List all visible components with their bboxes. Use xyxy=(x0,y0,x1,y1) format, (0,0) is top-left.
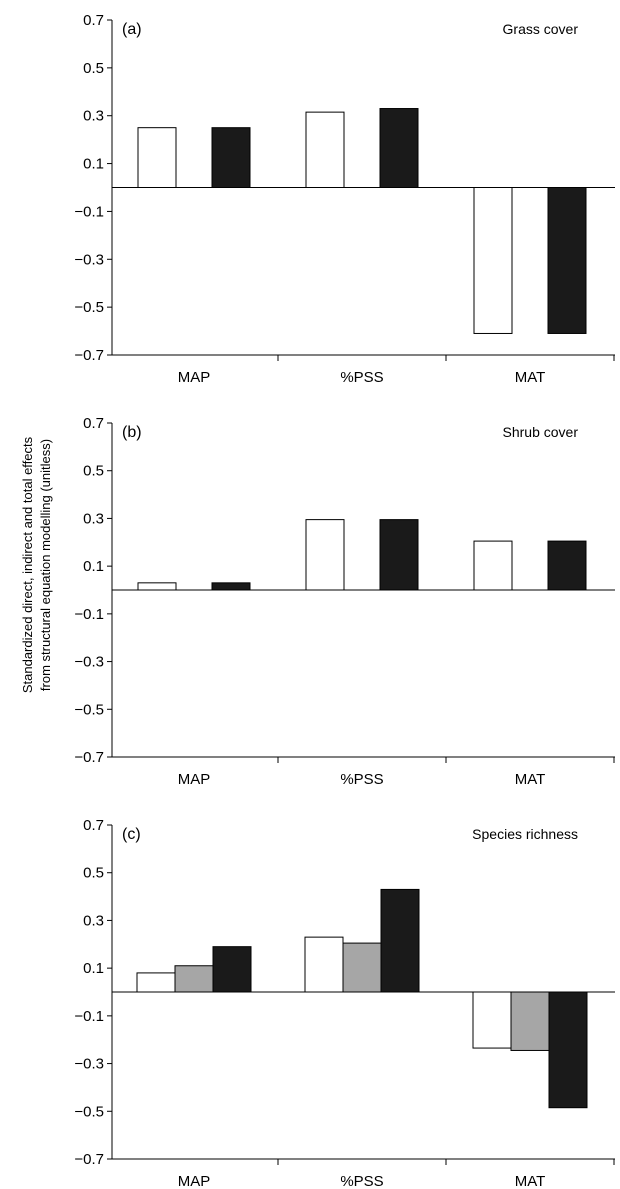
bar-direct xyxy=(136,972,176,993)
bar-total xyxy=(211,127,251,189)
y-tick-label: 0.7 xyxy=(83,415,104,432)
y-axis-title-line1: Standardized direct, indirect and total … xyxy=(20,436,35,693)
y-tick-label: −0.7 xyxy=(74,1151,104,1168)
panel-3: 0.7 0.5 0.3 0.1 −0.1 −0.3 −0.5 −0.7 MAP %PSS MAT (c… xyxy=(74,817,615,1189)
category-label: %PSS xyxy=(340,369,383,386)
bar-direct xyxy=(472,991,512,1049)
y-tick-label: 0.5 xyxy=(83,865,104,882)
bar-indirect xyxy=(510,991,550,1051)
y-tick-label: −0.7 xyxy=(74,347,104,364)
bar-direct xyxy=(304,936,344,993)
y-tick-label: −0.5 xyxy=(74,1103,104,1120)
y-tick-label: −0.3 xyxy=(74,251,104,268)
category-label: %PSS xyxy=(340,1173,383,1189)
bar-direct xyxy=(473,187,513,334)
bar-total xyxy=(379,519,419,591)
y-tick-label: 0.1 xyxy=(83,156,104,173)
bar-total xyxy=(212,946,252,993)
bar-total xyxy=(379,108,419,188)
category-label: MAP xyxy=(178,369,211,386)
bar-total xyxy=(211,582,251,591)
panel-title: Shrub cover xyxy=(503,424,579,440)
bar-total xyxy=(547,540,587,591)
y-tick-label: 0.7 xyxy=(83,12,104,29)
category-label: MAT xyxy=(515,1173,546,1189)
bar-direct xyxy=(305,111,345,188)
y-tick-label: −0.1 xyxy=(74,1008,104,1025)
y-tick-label: −0.3 xyxy=(74,654,104,671)
y-tick-label: 0.7 xyxy=(83,817,104,834)
category-label: MAP xyxy=(178,771,211,788)
panel-label: (c) xyxy=(122,826,141,843)
y-tick-label: −0.3 xyxy=(74,1056,104,1073)
bar-total xyxy=(548,991,588,1109)
bar-total xyxy=(380,888,420,993)
y-tick-label: 0.5 xyxy=(83,463,104,480)
y-tick-label: 0.3 xyxy=(83,510,104,527)
panel-title: Species richness xyxy=(472,826,578,842)
bar-direct xyxy=(137,582,177,591)
panel-2: 0.7 0.5 0.3 0.1 −0.1 −0.3 −0.5 −0.7 MAP %PSS MAT (b… xyxy=(74,415,615,788)
y-tick-label: −0.1 xyxy=(74,606,104,623)
bar-total xyxy=(547,187,587,334)
bar-direct xyxy=(473,540,513,591)
y-tick-label: 0.1 xyxy=(83,960,104,977)
y-tick-label: −0.7 xyxy=(74,749,104,766)
category-label: MAT xyxy=(515,369,546,386)
y-tick-label: 0.3 xyxy=(83,912,104,929)
y-tick-label: 0.5 xyxy=(83,60,104,77)
bar-direct xyxy=(305,519,345,591)
category-label: MAP xyxy=(178,1173,211,1189)
y-tick-label: −0.1 xyxy=(74,203,104,220)
y-tick-label: 0.3 xyxy=(83,108,104,125)
y-tick-label: −0.5 xyxy=(74,701,104,718)
panel-title: Grass cover xyxy=(503,21,579,37)
bar-direct xyxy=(137,127,177,189)
y-axis-title-line2: from structural equation modelling (unit… xyxy=(38,439,53,691)
panel-label: (a) xyxy=(122,21,142,38)
y-tick-label: −0.5 xyxy=(74,299,104,316)
y-axis-title: Standardized direct, indirect and total … xyxy=(20,436,53,693)
category-label: %PSS xyxy=(340,771,383,788)
bar-indirect xyxy=(342,942,382,993)
category-label: MAT xyxy=(515,771,546,788)
y-tick-label: 0.1 xyxy=(83,558,104,575)
bar-indirect xyxy=(174,965,214,993)
panel-1: 0.7 0.5 0.3 0.1 −0.1 −0.3 −0.5 −0.7 MAP %PSS MAT (a… xyxy=(74,12,615,386)
panel-label: (b) xyxy=(122,424,142,441)
